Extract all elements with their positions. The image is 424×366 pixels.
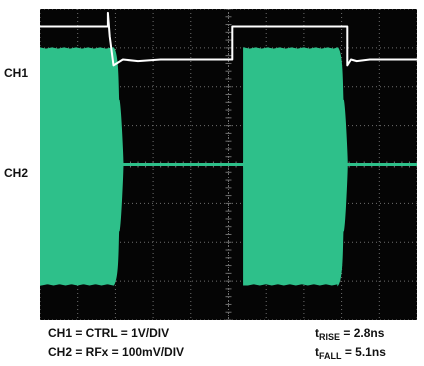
fall-time-value: = 5.1ns — [341, 345, 386, 359]
ch2-burst — [243, 47, 348, 287]
rise-time-subscript: RISE — [319, 332, 341, 342]
ch2-label: CH2 — [4, 166, 29, 180]
rise-time-value: = 2.8ns — [340, 326, 385, 340]
ch2-trace — [40, 47, 417, 287]
rise-time-symbol: t — [315, 326, 319, 340]
ch2-burst — [40, 47, 124, 286]
fall-time-note: tFALL = 5.1ns — [315, 345, 386, 361]
scope-screen — [40, 9, 417, 320]
ch1-trace — [40, 11, 417, 67]
ch1-scale-note: CH1 = CTRL = 1V/DIV — [48, 326, 170, 340]
ch1-control-line — [40, 11, 417, 67]
fall-time-subscript: FALL — [319, 351, 342, 361]
ch1-label: CH1 — [4, 66, 29, 80]
fall-time-symbol: t — [315, 345, 319, 359]
rise-time-note: tRISE = 2.8ns — [315, 326, 384, 342]
ch2-scale-note: CH2 = RFx = 100mV/DIV — [48, 345, 185, 359]
